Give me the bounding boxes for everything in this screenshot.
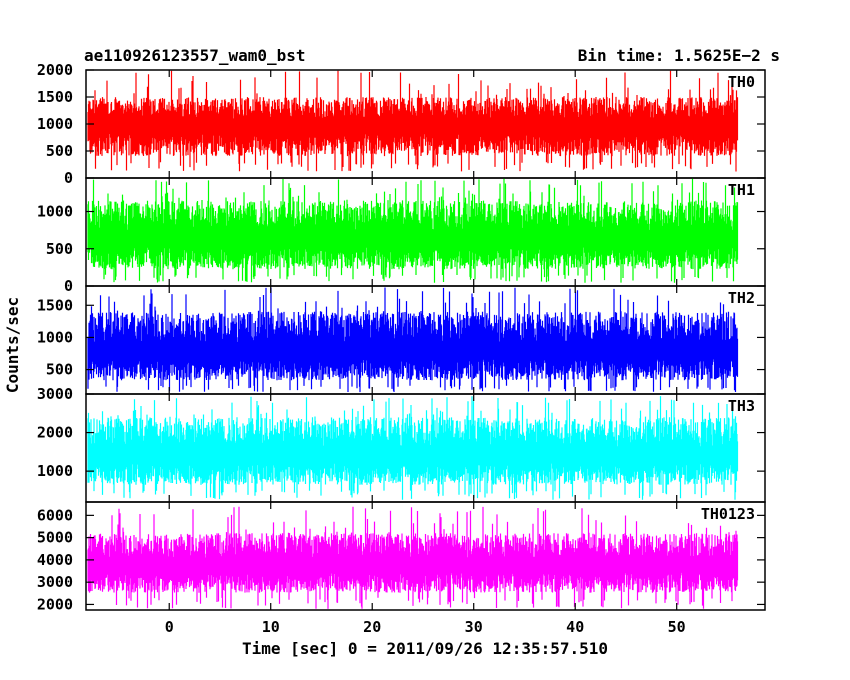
y-tick-label: 1000	[37, 115, 73, 133]
series-th1-trace	[87, 178, 739, 283]
x-tick-label: 30	[465, 618, 483, 636]
series-th2-trace	[87, 287, 739, 393]
y-tick-label: 2000	[37, 61, 73, 79]
x-tick-label: 0	[165, 618, 174, 636]
y-tick-label: 500	[46, 361, 73, 379]
x-axis-label: Time [sec] 0 = 2011/09/26 12:35:57.510	[242, 639, 608, 658]
y-tick-label: 5000	[37, 529, 73, 547]
y-tick-label: 6000	[37, 506, 73, 524]
y-tick-label: 2000	[37, 595, 73, 613]
y-tick-label: 2000	[37, 424, 73, 442]
x-tick-label: 10	[262, 618, 280, 636]
panel-th0: 0 500 1000 1500 2000 TH0	[37, 61, 766, 187]
series-th0123-trace	[87, 506, 739, 609]
series-th0-trace	[87, 70, 739, 172]
x-tick-label: 50	[668, 618, 686, 636]
y-tick-label: 3000	[37, 573, 73, 591]
y-tick-label: 0	[64, 169, 73, 187]
y-axis-label: Counts/sec	[3, 297, 22, 393]
panel-label-th0: TH0	[728, 73, 755, 91]
panel-th3: 1000 2000 3000 TH3	[37, 385, 766, 503]
y-tick-label: 0	[64, 277, 73, 295]
y-tick-label: 500	[46, 240, 73, 258]
x-tick-label: 40	[566, 618, 584, 636]
panel-th0123: 2000 3000 4000 5000 6000 TH0123	[37, 501, 766, 613]
chart-title-right: Bin time: 1.5625E−2 s	[578, 46, 780, 65]
y-tick-label: 1500	[37, 88, 73, 106]
panel-label-th1: TH1	[728, 181, 755, 199]
chart-title-left: ae110926123557_wam0_bst	[84, 46, 306, 65]
panel-label-th0123: TH0123	[701, 505, 755, 523]
x-axis: 0 10 20 30 40 50	[165, 618, 686, 636]
y-tick-label: 1500	[37, 296, 73, 314]
panel-label-th3: TH3	[728, 397, 755, 415]
panel-frame	[85, 501, 766, 611]
y-tick-label: 1000	[37, 203, 73, 221]
y-tick-label: 3000	[37, 385, 73, 403]
y-tick-label: 500	[46, 142, 73, 160]
series-th3-trace	[87, 396, 739, 500]
panel-label-th2: TH2	[728, 289, 755, 307]
panel-th1: 0 500 1000 TH1	[37, 177, 766, 295]
y-tick-label: 1000	[37, 328, 73, 346]
y-tick-label: 1000	[37, 462, 73, 480]
panels-group: 0 500 1000 1500 2000 TH0 0 500 1000 TH1 500 1000 150…	[37, 61, 766, 613]
panel-th2: 500 1000 1500 TH2	[37, 285, 766, 395]
x-tick-label: 20	[363, 618, 381, 636]
y-tick-label: 4000	[37, 551, 73, 569]
